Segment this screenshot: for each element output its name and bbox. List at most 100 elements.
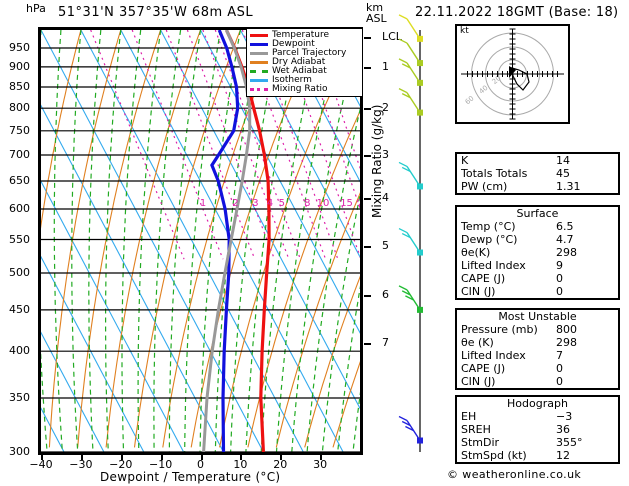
hodograph-ring-label: 20: [491, 74, 503, 86]
wind-barb: [398, 58, 423, 86]
mixing-ratio-label: 15: [340, 198, 353, 209]
table-row-value: 45: [556, 167, 570, 180]
height-tick-mark: [364, 294, 371, 297]
pressure-tick-label: 550: [9, 232, 30, 246]
wet-adiabat-line: [71, 30, 82, 452]
wind-barb: [398, 285, 423, 313]
table-row-value: 12: [556, 449, 570, 462]
temperature-tick-label: 0: [197, 458, 204, 471]
table-row-value: 6.5: [556, 220, 574, 233]
wet-adiabat-line: [53, 30, 63, 452]
height-tick-label: 7: [382, 335, 389, 349]
table-row-value: 9: [556, 259, 563, 272]
table-row-key: EH: [461, 410, 477, 423]
pressure-tick-label: 500: [9, 265, 30, 279]
height-tick-mark: [364, 66, 371, 69]
hodograph-storm-motion-marker: [509, 66, 516, 78]
table-row: StmSpd (kt) 12: [457, 449, 618, 462]
hodograph-wind-trace: [511, 67, 530, 91]
legend-item: Wet Adiabat: [250, 67, 359, 76]
pressure-tick-label: 600: [9, 202, 30, 216]
table-row-key: Pressure (mb): [461, 323, 538, 336]
table-row: PW (cm) 1.31: [457, 180, 618, 193]
table-row-key: CAPE (J): [461, 362, 506, 375]
table-row-value: 298: [556, 246, 577, 259]
skewt-plot-area[interactable]: 12345810152025: [38, 27, 363, 455]
temperature-tick-mark: [320, 455, 323, 460]
table-row-value: 36: [556, 423, 570, 436]
hodograph-ring-label: 40: [478, 84, 490, 96]
pressure-tick-label: 650: [9, 173, 30, 187]
mixing-ratio-label: 20: [357, 198, 360, 209]
table-row-key: Lifted Index: [461, 349, 526, 362]
hodograph-stats-table: Hodograph EH −3 SREH 36 StmDir 355° StmSpd (kt)…: [455, 395, 620, 464]
temperature-tick-mark: [200, 455, 203, 460]
forecast-datetime-label: 22.11.2022 18GMT (Base: 18): [415, 5, 619, 20]
mixing-ratio-line: [202, 30, 290, 260]
pressure-tick-label: 900: [9, 59, 30, 73]
table-row: Temp (°C) 6.5: [457, 220, 618, 233]
legend-item: Temperature: [250, 31, 359, 40]
legend-color-swatch: [250, 34, 268, 37]
dry-adiabat-line: [105, 30, 202, 448]
pressure-unit-label: hPa: [26, 2, 46, 15]
legend-item-label: Mixing Ratio: [272, 84, 328, 94]
surface-parcel-table: Surface Temp (°C) 6.5 Dewp (°C) 4.7 θe(K) 298 L…: [455, 205, 620, 300]
mixing-ratio-label: 4: [267, 198, 273, 209]
height-tick-mark: [364, 155, 371, 158]
isotherm-line: [41, 30, 264, 452]
table-row: StmDir 355°: [457, 436, 618, 449]
table-row: θe(K) 298: [457, 246, 618, 259]
table-row: CIN (J) 0: [457, 375, 618, 388]
table-row-value: 1.31: [556, 180, 581, 193]
temperature-tick-label: 20: [273, 458, 288, 471]
mixing-ratio-label: 1: [200, 198, 206, 209]
height-tick-label: 4: [382, 190, 389, 204]
table-row: Dewp (°C) 4.7: [457, 233, 618, 246]
skewt-canvas: 12345810152025: [41, 30, 360, 452]
height-unit-line2: ASL: [366, 12, 387, 25]
pressure-tick-label: 850: [9, 79, 30, 93]
legend-color-swatch: [250, 52, 268, 55]
temperature-tick-mark: [80, 455, 83, 460]
wind-barb: [398, 415, 423, 444]
table-row: CIN (J) 0: [457, 285, 618, 298]
table-row-key: CIN (J): [461, 375, 496, 388]
legend-item: Dry Adiabat: [250, 58, 359, 67]
pressure-tick-label: 950: [9, 40, 30, 54]
table-row-key: Lifted Index: [461, 259, 526, 272]
table-row: θe (K) 298: [457, 336, 618, 349]
table-row: Totals Totals 45: [457, 167, 618, 180]
height-tick-mark: [364, 37, 371, 40]
table-row-value: 0: [556, 362, 563, 375]
pressure-tick-label: 450: [9, 302, 30, 316]
temperature-tick-label: −20: [109, 458, 133, 471]
wind-barb: [398, 227, 423, 256]
dry-adiabat-line: [133, 30, 241, 448]
height-tick-label: 5: [382, 238, 389, 252]
height-tick-label: 1: [382, 59, 389, 73]
legend-item-label: Isotherm: [272, 75, 312, 85]
pressure-tick-label: 750: [9, 123, 30, 137]
table-row: Pressure (mb) 800: [457, 323, 618, 336]
table-row-key: StmDir: [461, 436, 500, 449]
temperature-tick-mark: [120, 455, 123, 460]
hodograph-plot[interactable]: 20 40 60: [455, 24, 570, 124]
wet-adiabat-line: [153, 30, 182, 452]
dry-adiabat-line: [41, 30, 82, 229]
table-row: CAPE (J) 0: [457, 362, 618, 375]
isotherm-line: [41, 104, 224, 452]
isotherm-line: [319, 30, 360, 107]
temperature-tick-mark: [280, 455, 283, 460]
table-heading: Most Unstable: [498, 310, 577, 323]
temperature-tick-mark: [41, 455, 43, 460]
table-row-key: SREH: [461, 423, 491, 436]
wet-adiabat-line: [184, 30, 221, 452]
table-row: Lifted Index 7: [457, 349, 618, 362]
table-row-value: 800: [556, 323, 577, 336]
table-row-key: CAPE (J): [461, 272, 506, 285]
pressure-tick-label: 800: [9, 101, 30, 115]
mixing-ratio-label: 3: [252, 198, 258, 209]
legend-color-swatch: [250, 61, 268, 64]
height-tick-label: 6: [382, 287, 389, 301]
